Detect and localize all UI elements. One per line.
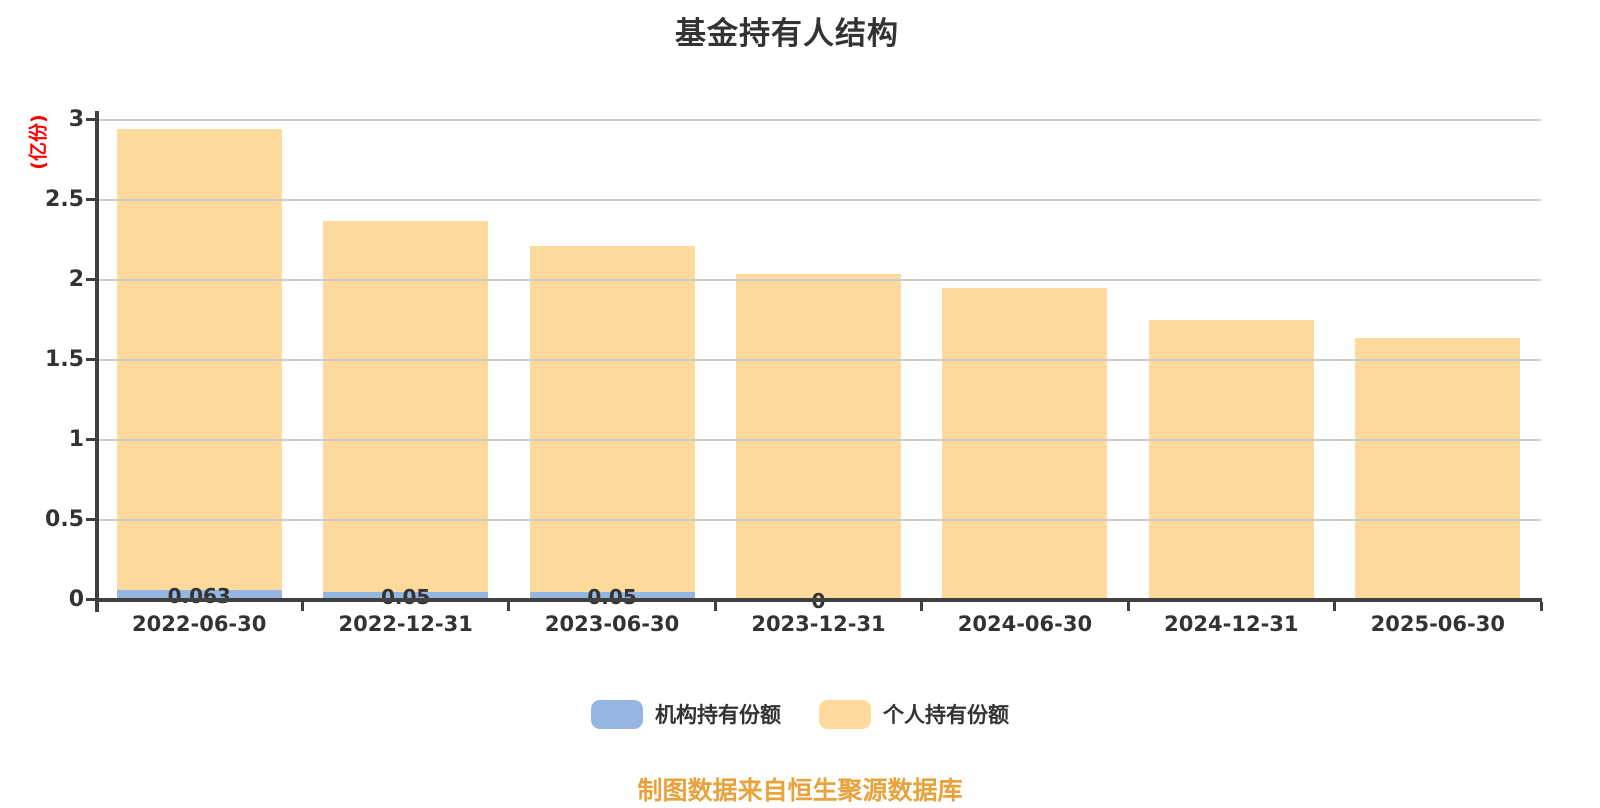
legend-label-individual: 个人持有份额: [883, 703, 1009, 727]
y-axis-tick: [86, 118, 95, 121]
gridline: [96, 519, 1541, 521]
y-tick-label: 3: [68, 107, 84, 132]
y-axis-tick: [86, 518, 95, 521]
gridline: [96, 199, 1541, 201]
legend: 机构持有份额 个人持有份额: [0, 699, 1600, 729]
y-axis-tick: [86, 198, 95, 201]
y-tick-label: 0: [68, 587, 84, 612]
x-axis-tick: [300, 602, 304, 611]
bar-segment-individual[interactable]: [529, 246, 695, 592]
x-tick-label: 2022-06-30: [132, 612, 267, 636]
bar-segment-individual[interactable]: [323, 220, 489, 592]
chart-title: 基金持有人结构: [675, 16, 899, 52]
gridline: [96, 439, 1541, 441]
legend-swatch-institutional: [591, 699, 643, 729]
legend-swatch-individual: [819, 699, 871, 729]
x-tick-label: 2024-12-31: [1164, 612, 1299, 636]
gridline: [96, 279, 1541, 281]
bar-segment-individual[interactable]: [1148, 320, 1314, 600]
bar-segment-individual[interactable]: [736, 273, 901, 600]
bar-segment-individual[interactable]: [1355, 337, 1521, 600]
legend-item-institutional[interactable]: 机构持有份额: [591, 699, 781, 729]
x-tick-label: 2023-06-30: [544, 612, 680, 636]
x-tick-label: 2023-12-31: [751, 612, 886, 636]
gridline: [96, 119, 1541, 121]
bar-segment-individual[interactable]: [942, 288, 1108, 600]
y-tick-label: 1.5: [45, 347, 84, 372]
data-source-caption: 制图数据来自恒生聚源数据库: [637, 776, 963, 805]
y-axis-tick: [86, 438, 95, 441]
x-tick-label: 2025-06-30: [1370, 612, 1505, 636]
bar-value-label: 0.05: [587, 585, 637, 609]
legend-label-institutional: 机构持有份额: [655, 703, 781, 727]
gridline: [96, 359, 1541, 361]
x-axis-tick: [1539, 602, 1543, 611]
bar-value-label: 0.05: [380, 585, 431, 609]
y-axis-tick: [86, 598, 95, 601]
x-axis-line: [95, 598, 1542, 602]
y-axis-line: [95, 111, 99, 612]
x-axis-tick: [713, 602, 717, 611]
x-axis-tick: [507, 602, 511, 611]
x-axis-tick: [1333, 602, 1337, 611]
x-tick-label: 2022-12-31: [338, 612, 473, 636]
bar-value-label: 0.063: [167, 583, 231, 608]
y-tick-label: 0.5: [45, 507, 84, 532]
y-tick-label: 2: [68, 267, 84, 292]
x-axis-tick: [920, 602, 924, 611]
x-axis-tick: [1126, 602, 1130, 611]
bar-segment-institutional[interactable]: [529, 592, 695, 600]
x-tick-label: 2024-06-30: [957, 612, 1093, 636]
bar-segment-institutional[interactable]: [323, 592, 489, 600]
bar-segment-institutional[interactable]: [116, 589, 282, 600]
y-axis-tick: [86, 358, 95, 361]
y-axis-tick: [86, 278, 95, 281]
y-tick-label: 1: [68, 427, 84, 452]
legend-item-individual[interactable]: 个人持有份额: [819, 699, 1009, 729]
y-tick-label: 2.5: [45, 187, 84, 212]
